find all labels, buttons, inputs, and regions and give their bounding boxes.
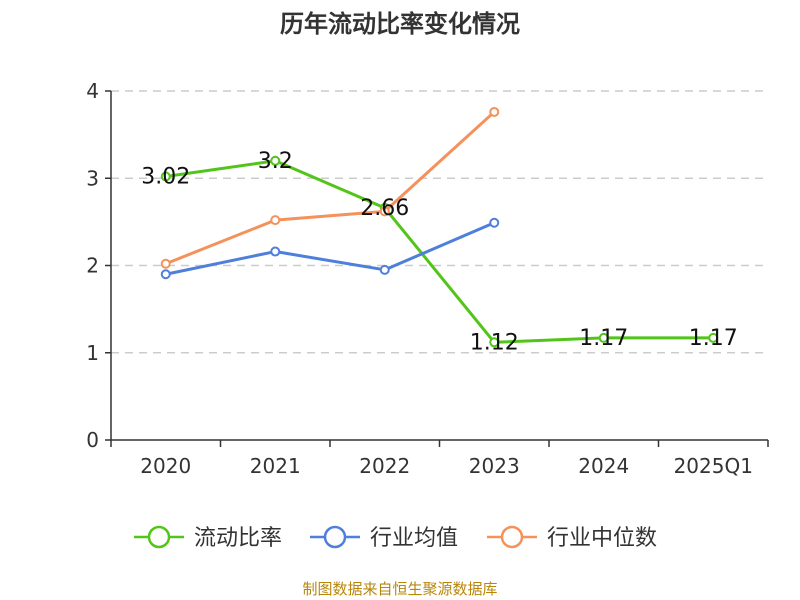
legend-marker: [500, 525, 524, 549]
data-point: [598, 332, 609, 343]
data-point: [160, 269, 171, 280]
data-point: [270, 155, 281, 166]
x-tick-label: 2022: [359, 454, 410, 478]
y-tick-label: 4: [86, 79, 99, 103]
y-tick-label: 2: [86, 254, 99, 278]
data-point: [270, 215, 281, 226]
data-label: 1.12: [470, 330, 519, 355]
y-tick-label: 3: [86, 166, 99, 190]
legend-marker: [147, 525, 171, 549]
data-point: [160, 258, 171, 269]
source-note: 制图数据来自恒生聚源数据库: [302, 580, 497, 598]
series-layer: [160, 106, 719, 348]
x-tick-label: 2020: [140, 454, 191, 478]
data-label: 1.17: [689, 326, 738, 351]
data-point: [379, 264, 390, 275]
x-tick-label: 2025Q1: [674, 454, 753, 478]
data-label: 3.02: [141, 165, 190, 190]
data-label: 1.17: [579, 326, 628, 351]
data-label: 3.2: [258, 149, 293, 174]
grid-lines: [111, 90, 768, 354]
series-line-2: [165, 110, 496, 266]
legend-label: 流动比率: [194, 526, 282, 551]
data-point: [160, 171, 171, 182]
x-tick-label: 2024: [578, 454, 629, 478]
data-point: [379, 206, 390, 217]
x-tick-label: 2021: [250, 454, 301, 478]
chart-title: 历年流动比率变化情况: [280, 10, 520, 38]
data-point: [489, 106, 500, 117]
series-line-0: [165, 159, 714, 344]
data-point: [489, 217, 500, 228]
data-labels: 3.02 3.2 2.66 1.12 1.17 1.17: [141, 149, 737, 355]
data-point: [708, 332, 719, 343]
y-tick-label: 0: [86, 428, 99, 452]
legend-label: 行业均值: [370, 526, 458, 551]
legend-marker: [323, 525, 347, 549]
y-tick-label: 1: [86, 341, 99, 365]
data-label: 2.66: [360, 196, 409, 221]
legend: 流动比率 行业均值 行业中位数: [134, 525, 657, 551]
data-point: [489, 337, 500, 348]
x-tick-label: 2023: [469, 454, 520, 478]
data-point: [270, 246, 281, 257]
axes: 0 1 2 3 4 2020 2021 2022 2023 2024 2025Q1: [86, 79, 769, 478]
legend-label: 行业中位数: [547, 526, 657, 551]
series-line-1: [165, 221, 495, 276]
